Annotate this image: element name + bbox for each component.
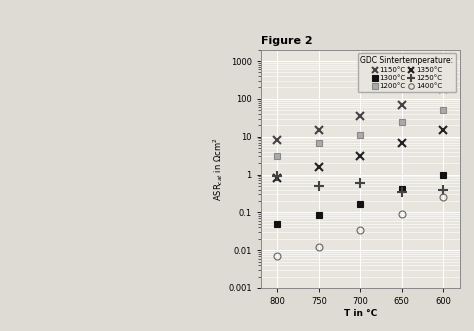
1200°C (316, 141, 321, 145)
Line: 1250°C: 1250°C (273, 171, 448, 197)
1400°C (399, 212, 404, 216)
1350°C (274, 176, 280, 180)
1350°C (399, 141, 404, 145)
1250°C (357, 181, 363, 185)
1150°C (316, 128, 321, 132)
1350°C (440, 128, 446, 132)
1350°C (316, 165, 321, 169)
1300°C (399, 187, 404, 191)
1250°C (274, 174, 280, 178)
1200°C (357, 133, 363, 137)
1300°C (316, 213, 321, 217)
1350°C (357, 155, 363, 159)
1400°C (357, 228, 363, 232)
1150°C (399, 103, 404, 107)
Legend: 1150°C, 1300°C, 1200°C, 1350°C, 1250°C, 1400°C: 1150°C, 1300°C, 1200°C, 1350°C, 1250°C, … (357, 53, 456, 92)
1400°C (316, 245, 321, 249)
1400°C (274, 254, 280, 258)
Line: 1400°C: 1400°C (274, 194, 447, 260)
1250°C (440, 188, 446, 192)
1300°C (440, 172, 446, 176)
1400°C (440, 195, 446, 199)
1150°C (440, 87, 446, 91)
Line: 1350°C: 1350°C (273, 126, 447, 182)
1300°C (357, 202, 363, 206)
Line: 1300°C: 1300°C (274, 171, 447, 227)
1200°C (399, 119, 404, 123)
1200°C (274, 155, 280, 159)
1300°C (274, 222, 280, 226)
1150°C (357, 114, 363, 118)
Line: 1200°C: 1200°C (274, 107, 447, 160)
1150°C (274, 138, 280, 142)
Text: Figure 2: Figure 2 (261, 36, 312, 46)
X-axis label: T in °C: T in °C (344, 309, 377, 318)
1250°C (399, 190, 404, 194)
1200°C (440, 108, 446, 112)
1250°C (316, 184, 321, 188)
Line: 1150°C: 1150°C (273, 85, 447, 145)
Y-axis label: ASR$_{cat}$ in $\Omega$cm$^2$: ASR$_{cat}$ in $\Omega$cm$^2$ (211, 137, 225, 201)
